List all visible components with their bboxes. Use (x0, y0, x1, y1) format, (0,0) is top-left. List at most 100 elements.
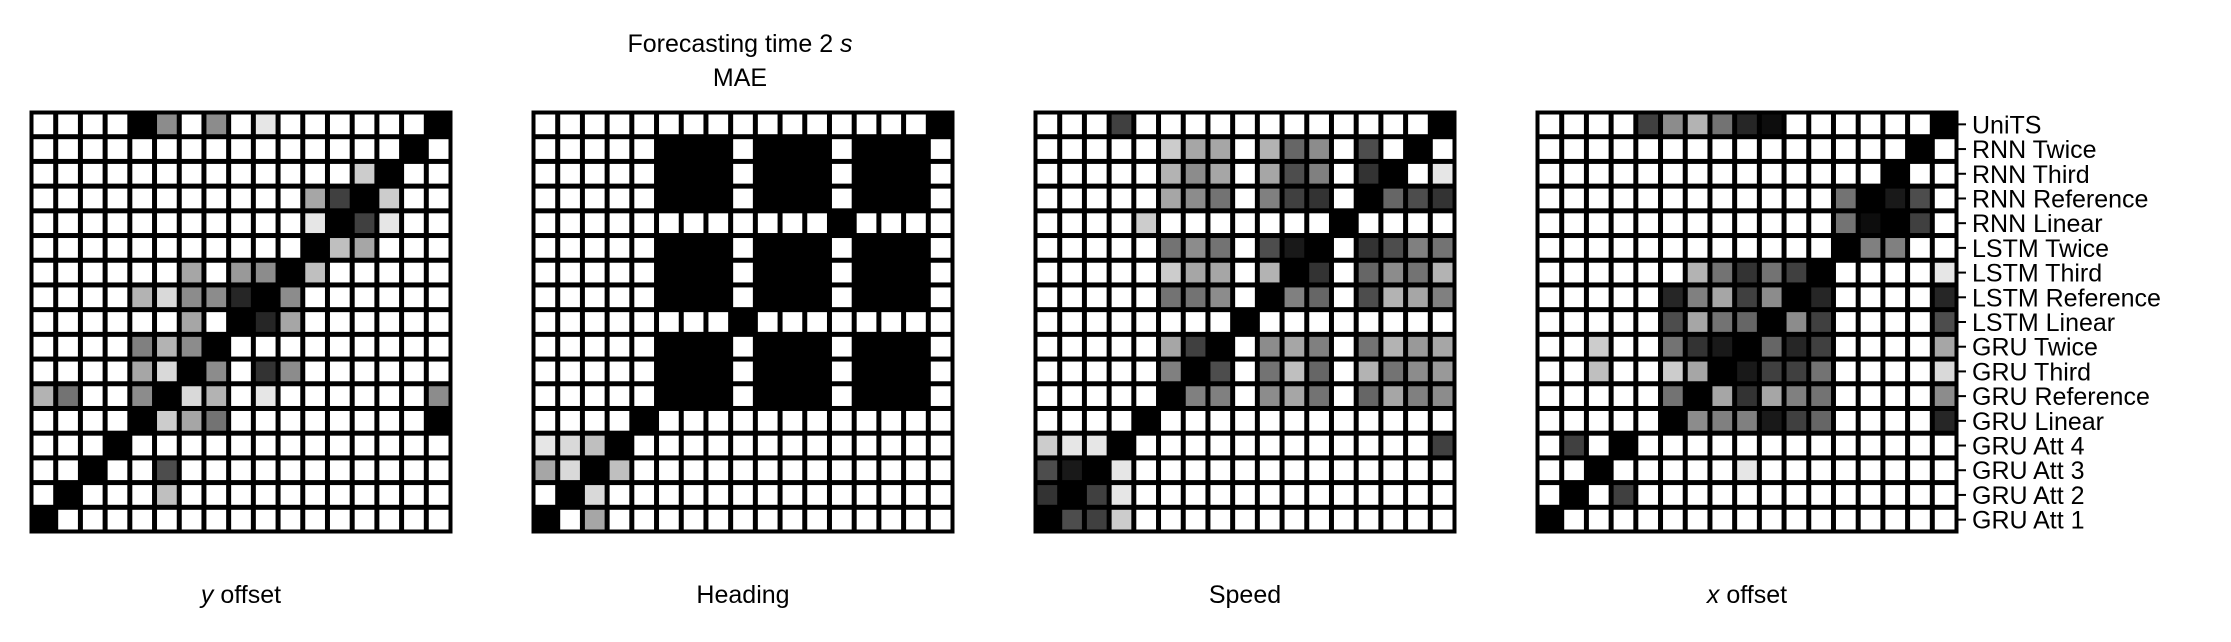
heatmap-cell (1235, 336, 1255, 357)
heatmap-cell (1235, 238, 1255, 258)
heatmap-cell (1539, 262, 1560, 283)
heatmap-cell (1588, 163, 1609, 184)
heatmap-cell (82, 262, 103, 283)
heatmap-cell (659, 435, 679, 456)
heatmap-cell (708, 460, 729, 481)
heatmap-cell (807, 163, 827, 184)
heatmap-cell (1210, 361, 1231, 382)
heatmap-cell (1358, 410, 1379, 431)
heatmap-cell (255, 509, 276, 530)
heatmap-cell (33, 213, 54, 234)
heatmap-cell (379, 139, 400, 159)
heatmap-cell (807, 410, 827, 431)
heatmap-cell (181, 139, 202, 159)
heatmap-cell (1309, 386, 1329, 406)
heatmap-cell (757, 386, 778, 406)
heatmap-cell (58, 386, 78, 406)
heatmap-cell (659, 460, 679, 481)
heatmap-cell (1588, 139, 1609, 159)
heatmap-cell (1613, 312, 1634, 332)
heatmap-cell (428, 213, 449, 234)
heatmap-cell (305, 336, 325, 357)
heatmap-cell (231, 262, 251, 283)
heatmap-cell (609, 287, 630, 308)
heatmap-cell (1383, 435, 1404, 456)
heatmap-cell (930, 238, 951, 258)
heatmap-cell (1934, 361, 1955, 382)
heatmap-cell (634, 114, 655, 135)
heatmap-cell (82, 287, 103, 308)
heatmap-cell (206, 336, 227, 357)
heatmap-cell (379, 114, 400, 135)
heatmap-cell (1860, 361, 1881, 382)
heatmap-cell (1432, 336, 1453, 357)
heatmap-cell (634, 460, 655, 481)
heatmap-cell (930, 386, 951, 406)
heatmap-cell (157, 460, 177, 481)
heatmap-cell (1737, 386, 1757, 406)
heatmap-cell (1210, 386, 1231, 406)
heatmap-cell (82, 188, 103, 209)
heatmap-cell (1885, 509, 1906, 530)
model-label: LSTM Linear (1972, 309, 2115, 337)
heatmap-cell (1860, 410, 1881, 431)
heatmap-cell (1860, 262, 1881, 283)
heatmap-cell (1663, 485, 1683, 505)
heatmap-cell (1185, 238, 1206, 258)
heatmap-cell (1358, 509, 1379, 530)
heatmap-cell (1910, 163, 1930, 184)
heatmap-cell (856, 312, 877, 332)
heatmap-cell (733, 238, 753, 258)
heatmap-cell (428, 287, 449, 308)
heatmap-cell (1062, 361, 1082, 382)
heatmap-cell (1235, 114, 1255, 135)
heatmap-cell (782, 262, 803, 283)
heatmap-cell (560, 238, 580, 258)
heatmap-cell (930, 139, 951, 159)
heatmap-cell (708, 188, 729, 209)
heatmap-cell (354, 336, 375, 357)
heatmap-cell (1737, 460, 1757, 481)
heatmap-cell (757, 336, 778, 357)
heatmap-cell (404, 386, 424, 406)
heatmap-cell (560, 460, 580, 481)
heatmap-cell (181, 163, 202, 184)
heatmap-cell (1333, 287, 1354, 308)
heatmap-cell (1860, 509, 1881, 530)
heatmap-cell (535, 509, 556, 530)
heatmap-cell (659, 336, 679, 357)
heatmap-cell (1037, 460, 1058, 481)
heatmap-cell (1564, 485, 1584, 505)
heatmap-cell (1663, 238, 1683, 258)
model-label: GRU Att 2 (1972, 482, 2085, 510)
heatmap-cell (1408, 139, 1428, 159)
heatmap-cell (1432, 238, 1453, 258)
heatmap-cell (58, 188, 78, 209)
heatmap-cell (280, 262, 301, 283)
heatmap-cell (1712, 386, 1733, 406)
heatmap-cell (58, 485, 78, 505)
heatmap-cell (1037, 509, 1058, 530)
heatmap-cell (1432, 163, 1453, 184)
heatmap-cell (379, 460, 400, 481)
heatmap-cell (1910, 114, 1930, 135)
heatmap-cell (1835, 238, 1856, 258)
heatmap-cell (1358, 336, 1379, 357)
heatmap-cell (1712, 163, 1733, 184)
heatmap-cell (1333, 509, 1354, 530)
heatmap-cell (1358, 213, 1379, 234)
heatmap-cell (1408, 336, 1428, 357)
heatmap-cell (1210, 163, 1231, 184)
heatmap-cell (1811, 213, 1831, 234)
heatmap-cell (1358, 435, 1379, 456)
heatmap-cell (856, 213, 877, 234)
heatmap-cell (584, 238, 605, 258)
heatmap-cell (807, 460, 827, 481)
heatmap-cell (1934, 238, 1955, 258)
heatmap-cell (206, 435, 227, 456)
heatmap-cell (1161, 312, 1181, 332)
heatmap-cell (1408, 509, 1428, 530)
heatmap-cell (930, 410, 951, 431)
heatmap-cell (535, 262, 556, 283)
heatmap-cell (231, 386, 251, 406)
